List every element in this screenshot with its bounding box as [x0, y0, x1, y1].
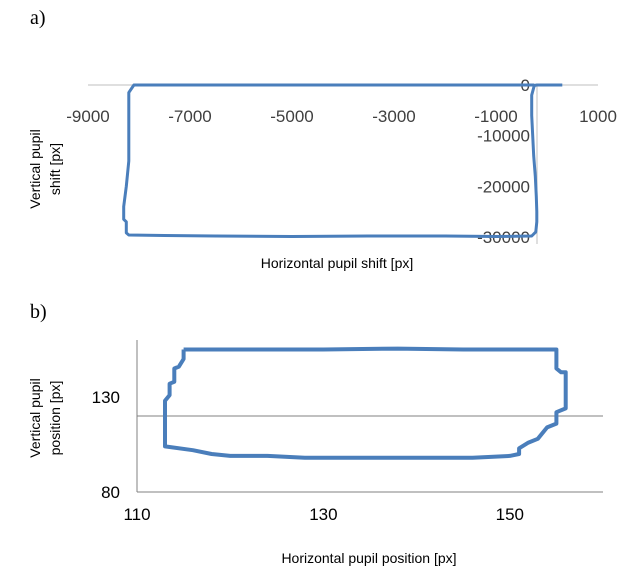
x-tick-label-b: 110 [123, 505, 150, 524]
series-line-a [122, 83, 563, 238]
x-tick-label-a: -1000 [474, 107, 517, 126]
x-tick-label-a: -7000 [168, 107, 211, 126]
y-tick-label-b: 80 [101, 483, 120, 502]
y-tick-label-a: -20000 [477, 177, 530, 196]
x-tick-label-b: 150 [496, 505, 524, 524]
x-tick-label-a: 1000 [579, 107, 617, 126]
x-tick-label-a: -9000 [66, 107, 109, 126]
x-tick-label-b: 130 [309, 505, 337, 524]
y-axis-title-b-line2: position [px] [47, 381, 63, 456]
y-tick-labels-a: 0-10000-20000-30000 [477, 76, 530, 247]
x-tick-label-a: -5000 [270, 107, 313, 126]
x-tick-label-a: -3000 [372, 107, 415, 126]
panel-label-b: b) [30, 301, 47, 323]
x-tick-labels-a: -9000 -7000 -5000 -3000 -1000 1000 [66, 107, 617, 126]
x-axis-title-a: Horizontal pupil shift [px] [261, 255, 414, 271]
x-tick-labels-b: 110 130 150 [123, 505, 524, 524]
y-tick-label-a: -10000 [477, 127, 530, 146]
y-axis-title-a-line1: Vertical pupil [27, 129, 43, 208]
chart-b: b) 110 130 150 130 80 Horizontal pupil posi… [27, 301, 603, 566]
y-axis-title-a-line2: shift [px] [47, 143, 63, 195]
y-axis-title-b-line1: Vertical pupil [27, 378, 43, 457]
x-axis-title-b: Horizontal pupil position [px] [281, 550, 456, 566]
y-tick-labels-b: 130 80 [92, 388, 120, 502]
panel-label-a: a) [30, 7, 46, 29]
chart-a: a) -9000 -7000 -5000 -3000 -1000 1000 0-10000… [27, 7, 617, 271]
y-tick-label-b: 130 [92, 388, 120, 407]
series-line-b [163, 346, 568, 460]
